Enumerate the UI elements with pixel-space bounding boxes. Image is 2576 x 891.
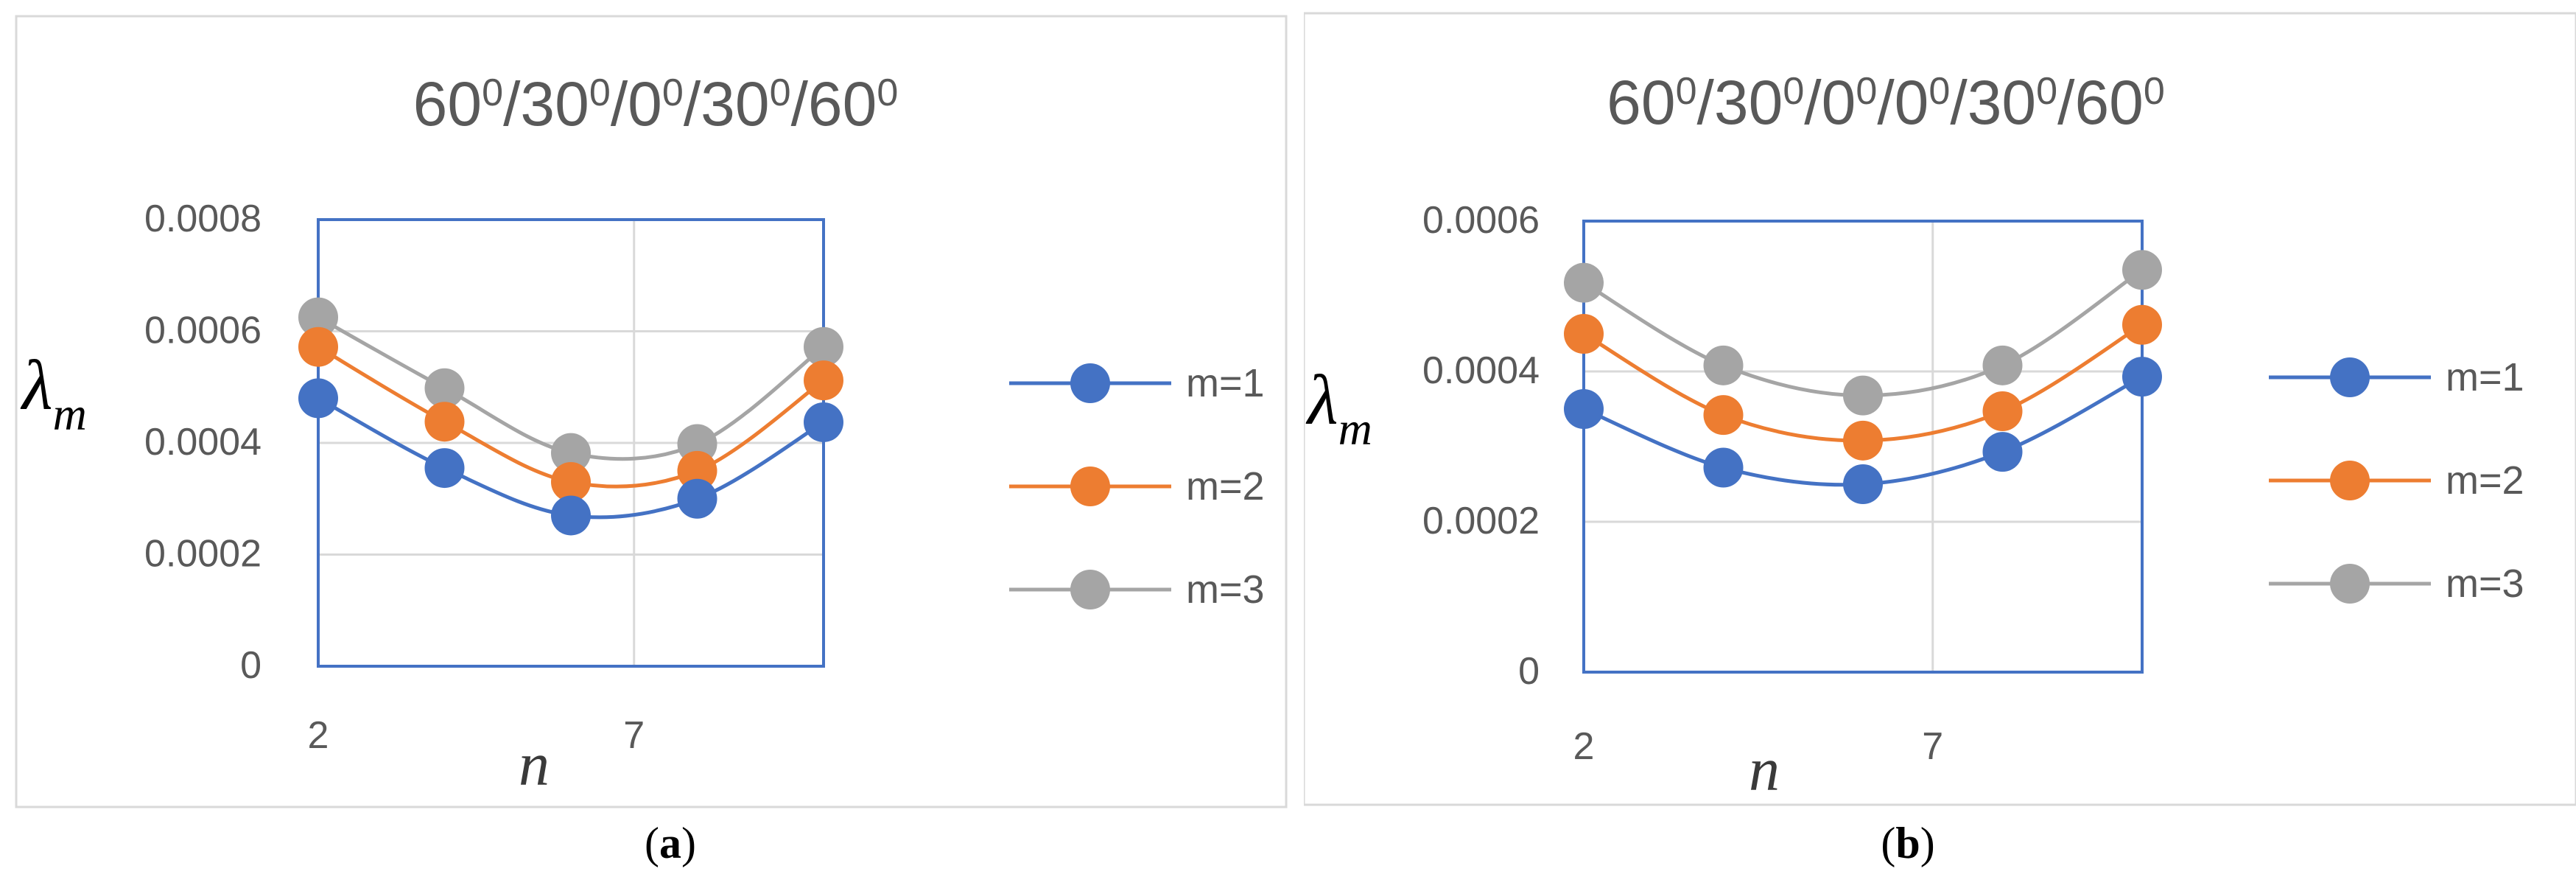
- y-tick-label: 0: [1518, 650, 1540, 693]
- x-tick-label: 7: [1922, 725, 1943, 768]
- x-axis-label: n: [519, 730, 550, 799]
- chart-frame: [1304, 12, 2576, 806]
- data-point: [1564, 314, 1604, 354]
- data-point: [2122, 357, 2162, 397]
- data-point: [804, 402, 843, 442]
- y-tick-label: 0.0002: [1422, 500, 1540, 542]
- legend-label: m=2: [1186, 464, 1265, 509]
- data-point: [551, 495, 591, 536]
- data-point: [1982, 345, 2023, 385]
- y-axis-label: λm: [1305, 360, 1372, 455]
- sub-label-a: (a): [645, 819, 696, 867]
- x-axis-label: n: [1749, 735, 1780, 804]
- y-tick-label: 0.0006: [1422, 199, 1540, 242]
- chart-b: 600/300/00/00/300/600 0 0.0002 0.0004 0.0006…: [1304, 12, 2576, 806]
- data-point: [677, 450, 717, 491]
- x-tick-label: 2: [308, 714, 329, 757]
- data-point: [1703, 447, 1744, 488]
- data-point: [1843, 464, 1883, 504]
- legend-marker: [2330, 357, 2370, 397]
- x-tick-label: 2: [1573, 725, 1595, 768]
- legend-marker: [2330, 564, 2370, 604]
- data-point: [1564, 262, 1604, 303]
- data-point: [424, 368, 465, 408]
- chart-panel-b: 600/300/00/00/300/600 0 0.0002 0.0004 0.0006…: [1304, 0, 2576, 891]
- y-axis-label: λm: [20, 346, 87, 440]
- sub-label-b: (b): [1881, 819, 1935, 867]
- data-point: [298, 297, 338, 338]
- data-point: [551, 433, 591, 473]
- chart-title: 600/300/00/300/600: [413, 69, 899, 139]
- legend-label: m=1: [1186, 361, 1265, 405]
- chart-title: 600/300/00/00/300/600: [1607, 68, 2165, 137]
- data-point: [1564, 389, 1604, 429]
- plot-area-border: [1582, 220, 2144, 674]
- data-point: [1703, 395, 1744, 436]
- chart-frame: [15, 15, 1288, 808]
- data-point: [1982, 432, 2023, 472]
- data-point: [298, 378, 338, 419]
- y-tick-label: 0: [240, 644, 262, 687]
- data-point: [804, 326, 843, 367]
- data-point: [1843, 420, 1883, 461]
- legend-marker: [1070, 467, 1110, 506]
- chart-panel-a: 600/300/00/300/600 0 0.0002 0.0004 0.0006 0.0…: [15, 15, 1288, 867]
- chart-a: 600/300/00/300/600 0 0.0002 0.0004 0.0006 0.0…: [15, 15, 1288, 808]
- legend-marker: [1070, 363, 1110, 403]
- legend-label: m=1: [2446, 355, 2524, 399]
- legend-label: m=3: [2446, 562, 2524, 606]
- plot-area-border: [317, 218, 825, 668]
- legend-label: m=3: [1186, 567, 1265, 612]
- y-tick-label: 0.0004: [1422, 349, 1540, 392]
- data-point: [424, 402, 465, 442]
- x-tick-label: 7: [623, 714, 645, 757]
- data-point: [1843, 375, 1883, 416]
- data-point: [424, 448, 465, 489]
- y-tick-label: 0.0002: [144, 533, 262, 576]
- data-point: [2122, 250, 2162, 290]
- legend-marker: [2330, 461, 2370, 500]
- data-point: [1703, 345, 1744, 385]
- data-point: [2122, 304, 2162, 345]
- y-tick-label: 0.0004: [144, 421, 262, 464]
- y-tick-label: 0.0006: [144, 310, 262, 352]
- data-point: [1982, 391, 2023, 432]
- data-point: [298, 326, 338, 367]
- data-point: [804, 360, 843, 401]
- legend-marker: [1070, 570, 1110, 609]
- y-tick-label: 0.0008: [144, 198, 262, 240]
- data-point: [551, 462, 591, 503]
- legend-label: m=2: [2446, 458, 2524, 503]
- data-point: [677, 478, 717, 519]
